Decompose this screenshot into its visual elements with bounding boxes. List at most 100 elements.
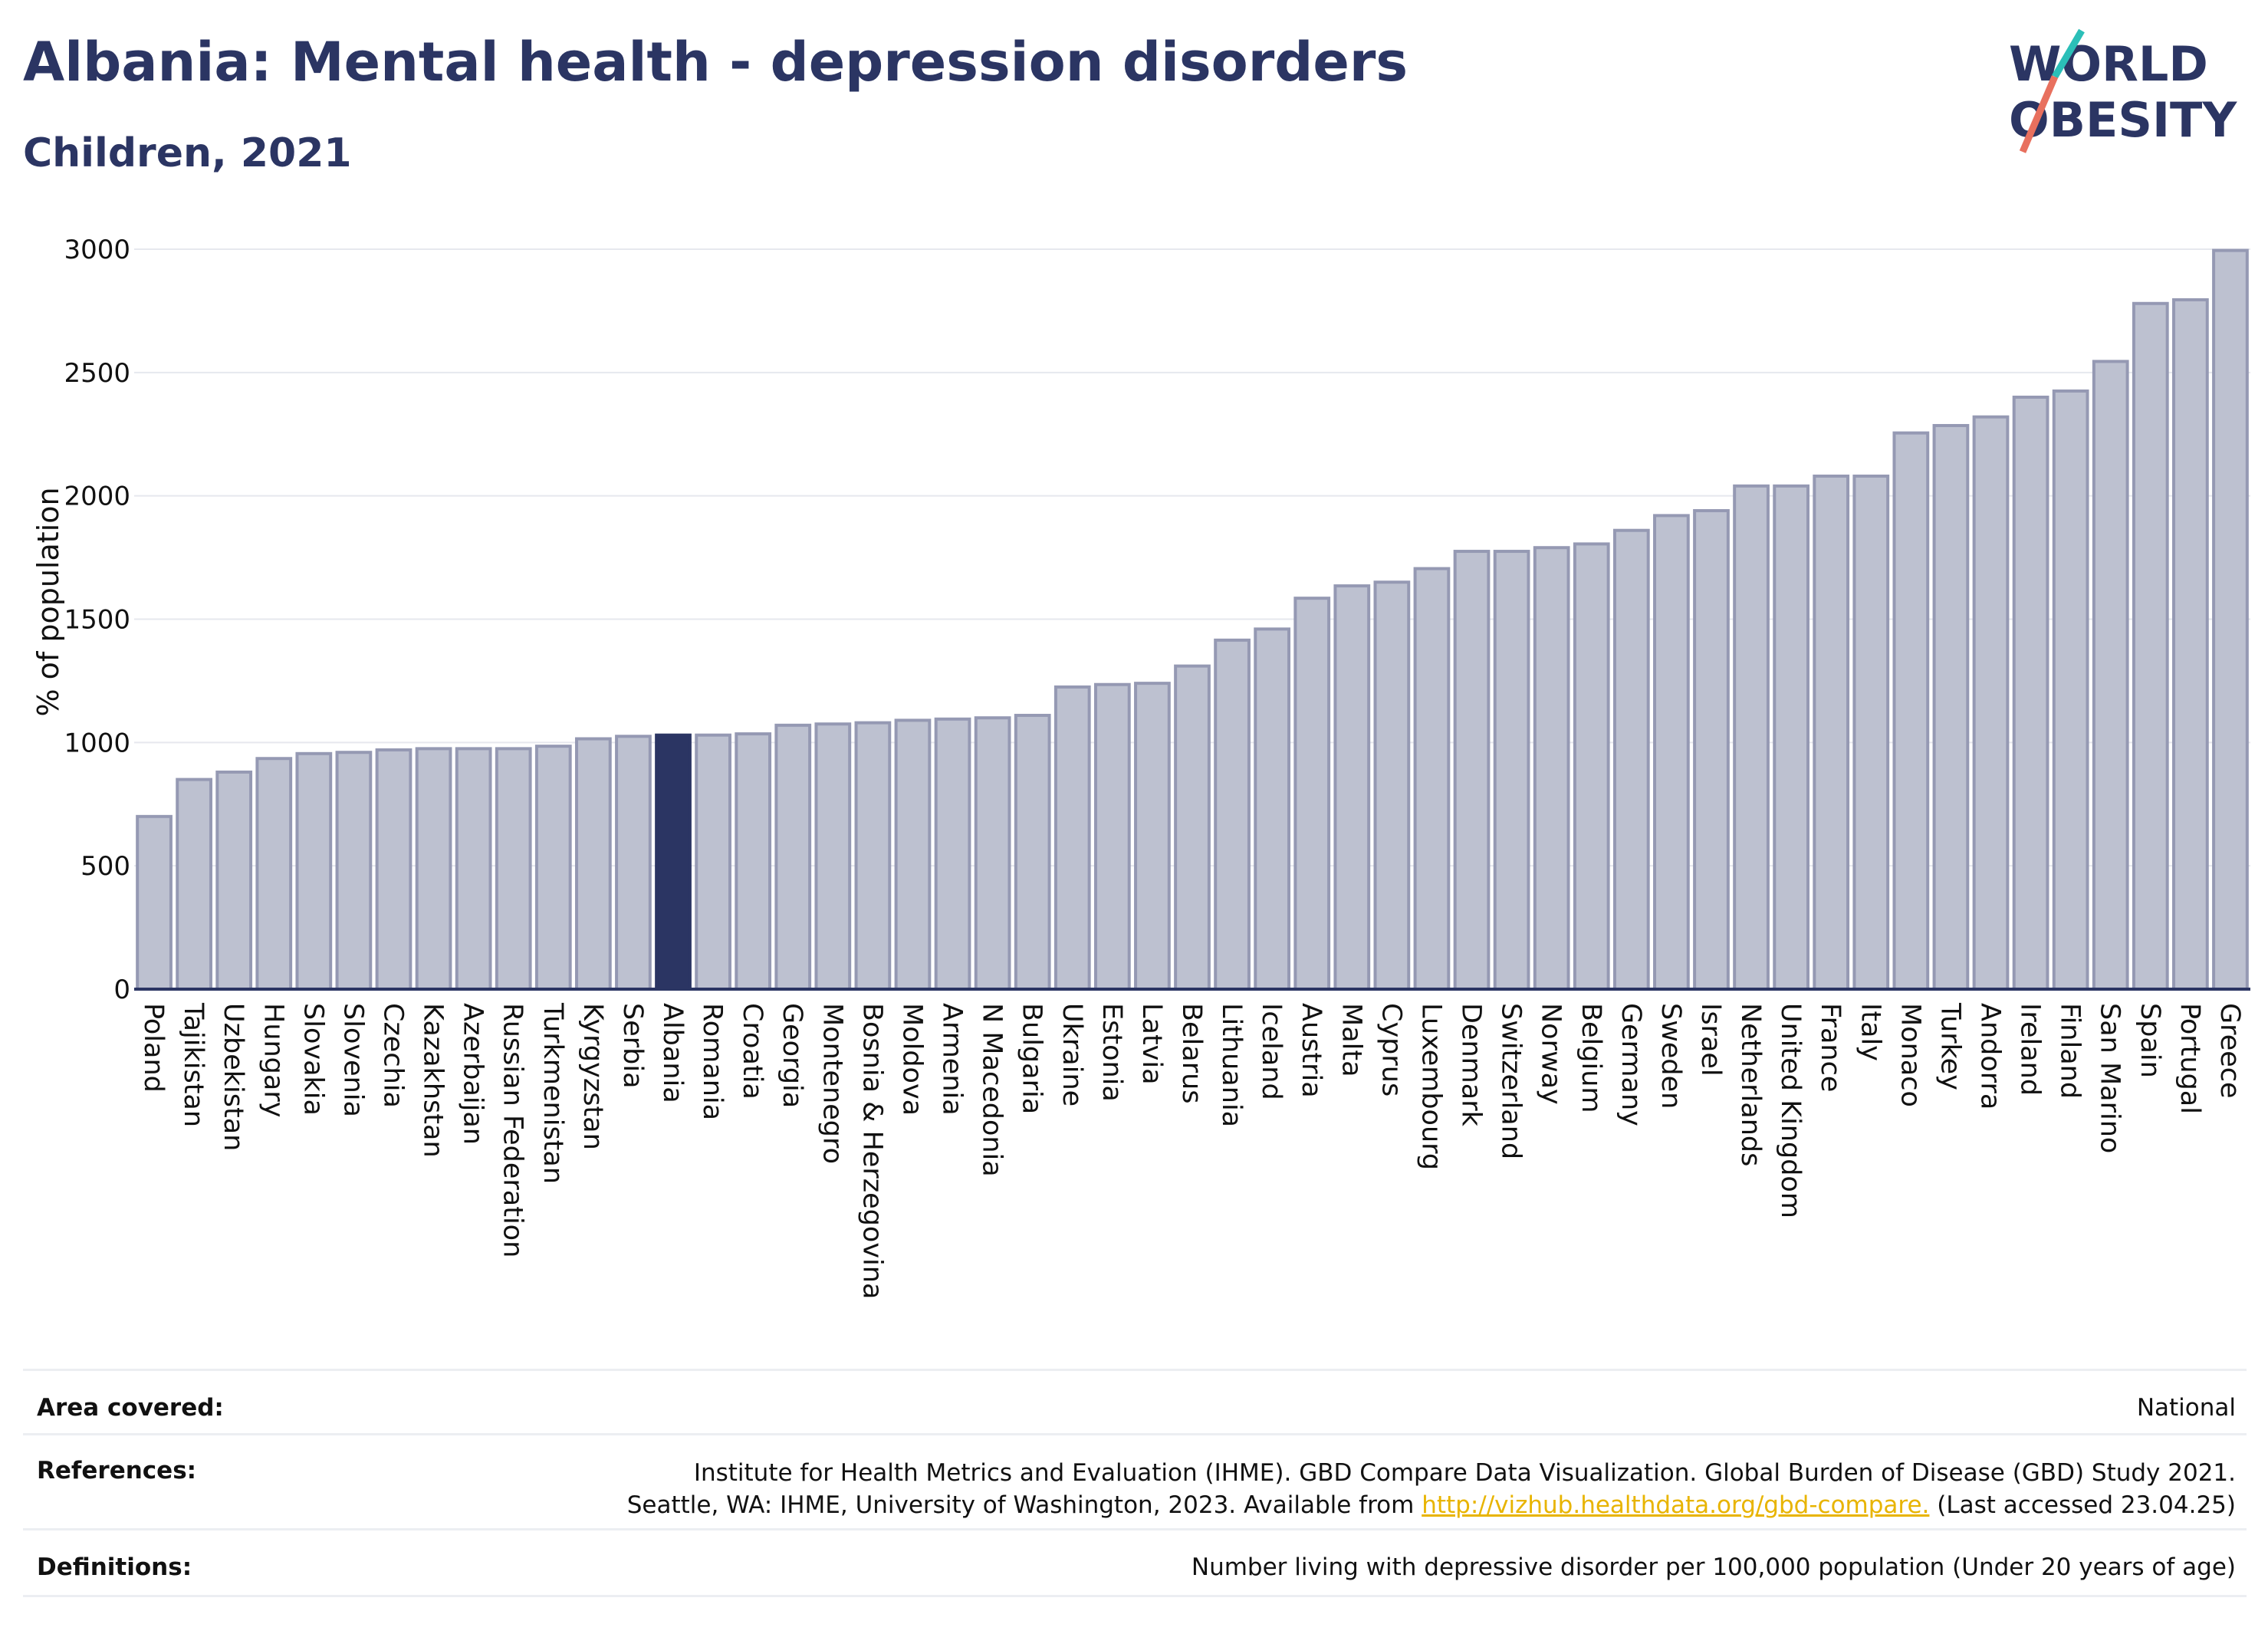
x-tick-label: France (1815, 1003, 1846, 1092)
references-value: Institute for Health Metrics and Evaluat… (627, 1457, 2236, 1521)
bar-montenegro (814, 722, 852, 991)
x-tick-label: Austria (1296, 1003, 1326, 1098)
bar-czechia (375, 748, 413, 991)
bar-cyprus (1373, 580, 1411, 991)
y-axis-label: % of population (31, 487, 65, 716)
bar-slovakia (295, 751, 333, 991)
x-tick-label: Malta (1336, 1003, 1366, 1077)
bars (134, 248, 2250, 991)
bar-chart: 0 500 1000 1500 2000 2500 3000 Poland Tajikista… (31, 235, 2250, 1299)
x-tick-label: Belgium (1576, 1003, 1606, 1113)
bar-france (1813, 474, 1850, 991)
x-tick-label: Albania (657, 1003, 688, 1103)
x-tick-label: Uzbekistan (218, 1003, 248, 1151)
bar-georgia (774, 723, 812, 991)
bar-poland (136, 814, 173, 991)
x-tick-label: Ireland (2015, 1003, 2046, 1096)
bar-slovenia (335, 751, 373, 991)
x-tick-label: Poland (138, 1003, 169, 1093)
bar-iceland (1254, 627, 1291, 991)
x-tick-label: Germany (1616, 1003, 1646, 1126)
row-area-covered: Area covered: National (23, 1369, 2247, 1435)
logo-slash-coral (2019, 75, 2059, 153)
x-tick-label: Turkey (1934, 1002, 1965, 1090)
x-tick-label: Hungary (258, 1003, 288, 1117)
x-tick-label: Bulgaria (1017, 1003, 1047, 1114)
x-tick-label: Armenia (937, 1003, 968, 1116)
bar-andorra (1972, 415, 2010, 991)
page-title: Albania: Mental health - depression diso… (23, 31, 1408, 94)
x-tick-label: Lithuania (1216, 1003, 1247, 1127)
x-tick-label: N Macedonia (977, 1003, 1007, 1177)
x-tick-label: Bosnia & Herzegovina (856, 1003, 887, 1299)
bar-luxembourg (1413, 567, 1451, 991)
x-tick-label: Ukraine (1057, 1003, 1087, 1106)
y-tick-label: 0 (113, 975, 130, 1005)
x-tick-label: Montenegro (817, 1003, 847, 1164)
bar-netherlands (1733, 484, 1770, 991)
bar-switzerland (1493, 550, 1530, 991)
bar-lithuania (1214, 638, 1251, 991)
info-table: Area covered: National References: Insti… (23, 1369, 2247, 1599)
bar-ukraine (1053, 685, 1091, 991)
bar-san-marino (2092, 360, 2129, 991)
references-key: References: (37, 1457, 197, 1484)
references-line2-suffix: (Last accessed 23.04.25) (1937, 1491, 2236, 1519)
x-tick-label: Estonia (1096, 1003, 1127, 1102)
x-tick-label: Moldova (896, 1003, 927, 1116)
bar-belarus (1174, 664, 1211, 991)
references-link[interactable]: http://vizhub.healthdata.org/gbd-compare… (1422, 1491, 1930, 1519)
y-tick-label: 2000 (64, 482, 130, 512)
references-line2: Seattle, WA: IHME, University of Washing… (627, 1489, 2236, 1521)
bar-romania (695, 733, 731, 991)
bar-germany (1612, 528, 1650, 991)
bar-estonia (1093, 682, 1131, 991)
logo-slash-teal (2052, 28, 2085, 79)
x-tick-label: Azerbaijan (458, 1003, 488, 1145)
bar-belgium (1573, 542, 1610, 991)
x-tick-label: Czechia (377, 1003, 408, 1108)
x-tick-label: Denmark (1456, 1003, 1487, 1127)
page-subtitle: Children, 2021 (23, 130, 352, 176)
bar-greece (2212, 248, 2249, 991)
x-tick-label: Romania (697, 1003, 728, 1120)
row-definitions: Definitions: Number living with depressi… (23, 1528, 2247, 1597)
bar-n-macedonia (974, 716, 1011, 991)
y-tick-label: 500 (81, 851, 130, 882)
x-tick-label: Russian Federation (498, 1003, 528, 1258)
bar-bulgaria (1014, 713, 1051, 991)
bar-monaco (1892, 431, 1930, 991)
x-tick-label: Luxembourg (1415, 1003, 1446, 1170)
x-tick-label: Tajikistan (178, 1002, 209, 1127)
bar-turkmenistan (534, 745, 572, 991)
bar-armenia (934, 717, 971, 991)
x-tick-label: San Marino (2095, 1003, 2125, 1153)
x-tick-label: United Kingdom (1775, 1003, 1806, 1218)
x-tick-label: Kyrgyzstan (577, 1003, 608, 1150)
y-tick-label: 1000 (64, 728, 130, 758)
x-tick-label: Slovenia (337, 1003, 368, 1117)
x-tick-label: Switzerland (1496, 1003, 1527, 1159)
bar-moldova (894, 718, 932, 991)
area-covered-key: Area covered: (37, 1394, 224, 1422)
bar-united-kingdom (1773, 484, 1810, 991)
bar-ireland (2012, 396, 2049, 991)
bar-serbia (615, 735, 652, 991)
x-tick-label: Belarus (1176, 1003, 1207, 1104)
bar-sweden (1653, 514, 1690, 991)
bar-uzbekistan (215, 770, 253, 991)
bar-kazakhstan (415, 747, 452, 991)
bar-kyrgyzstan (574, 737, 612, 991)
bar-israel (1693, 508, 1730, 991)
x-tick-label: Sweden (1655, 1003, 1686, 1109)
definitions-value: Number living with depressive disorder p… (1191, 1553, 2236, 1581)
y-tick-label: 3000 (64, 235, 130, 265)
x-tick-label: Netherlands (1735, 1003, 1766, 1166)
x-tick-label: Latvia (1136, 1003, 1167, 1085)
x-tick-label: Slovakia (297, 1003, 328, 1116)
x-tick-label: Georgia (777, 1003, 807, 1108)
y-tick-label: 1500 (64, 605, 130, 636)
area-covered-value: National (2136, 1394, 2236, 1422)
references-line1: Institute for Health Metrics and Evaluat… (693, 1459, 2236, 1487)
bar-tajikistan (176, 778, 212, 991)
